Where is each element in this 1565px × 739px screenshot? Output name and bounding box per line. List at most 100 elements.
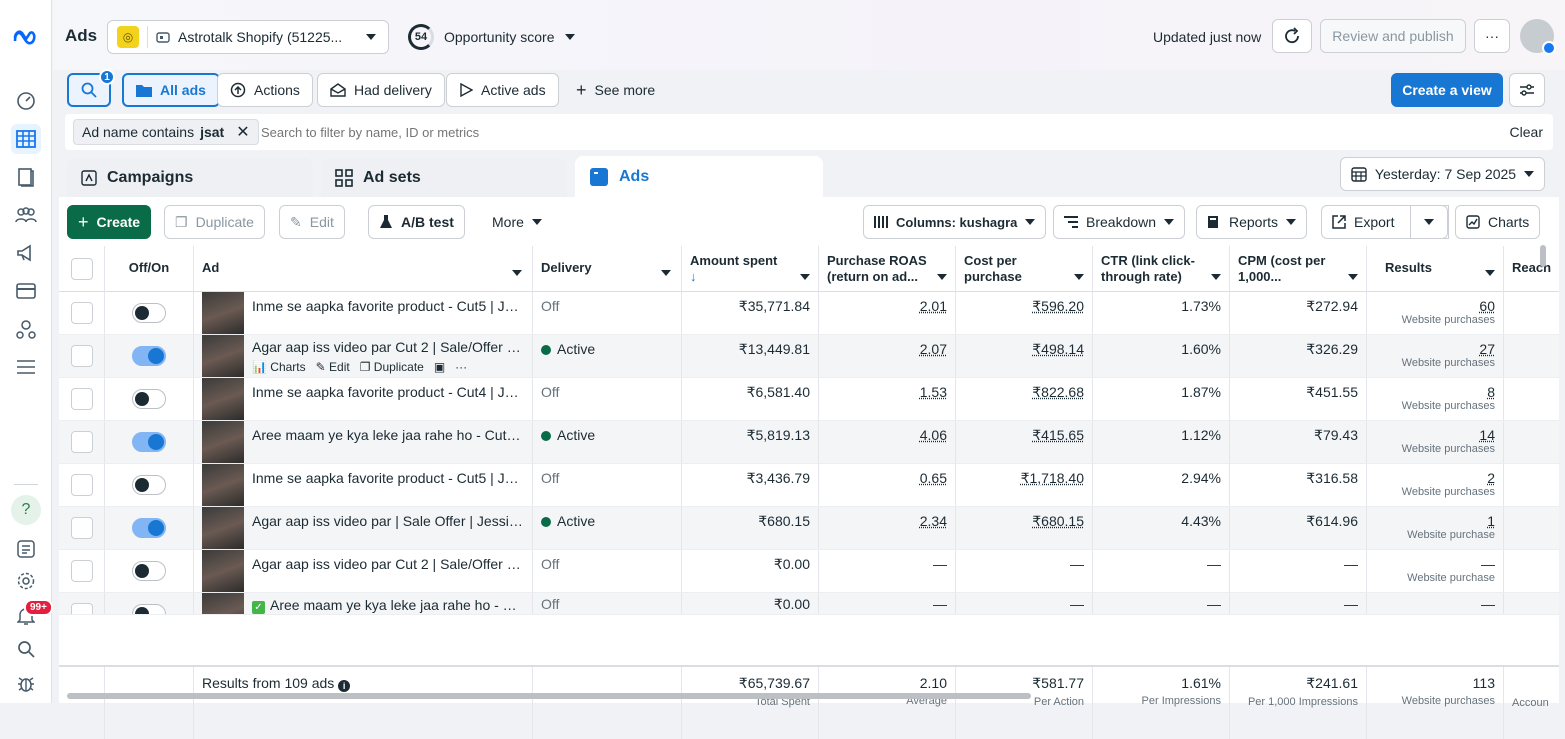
tab-ad-sets[interactable]: Ad sets — [321, 158, 567, 198]
ad-name[interactable]: Inme se aapka favorite product - Cut4 | … — [252, 384, 524, 400]
row-checkbox[interactable] — [70, 302, 93, 324]
ad-name-cell[interactable]: Inme se aapka favorite product - Cut5 | … — [194, 464, 533, 506]
header-results[interactable]: Results — [1367, 246, 1504, 292]
had-delivery-chip[interactable]: Had delivery — [317, 73, 445, 107]
settings-gear-icon[interactable] — [11, 566, 41, 596]
tab-campaigns[interactable]: Campaigns — [67, 158, 313, 198]
create-a-view-button[interactable]: Create a view — [1391, 73, 1503, 107]
duplicate-button[interactable]: ❐ Duplicate — [164, 205, 265, 239]
ad-name[interactable]: Inme se aapka favorite product - Cut5 | … — [252, 470, 524, 486]
row-charts-link[interactable]: 📊 Charts — [252, 360, 306, 374]
ad-name[interactable]: Inme se aapka favorite product - Cut5 | … — [252, 298, 524, 314]
roas-value[interactable]: — — [933, 596, 947, 612]
cpp-value[interactable]: ₹498.14 — [1032, 341, 1084, 357]
report-bug-icon[interactable] — [11, 668, 41, 698]
ad-name-cell[interactable]: Agar aap iss video par Cut 2 | Sale/Offe… — [194, 335, 533, 377]
results-value[interactable]: 14 — [1479, 427, 1495, 443]
row-checkbox[interactable] — [70, 474, 93, 496]
actions-chip[interactable]: Actions — [217, 73, 313, 107]
row-checkbox[interactable] — [70, 345, 93, 367]
active-ads-chip[interactable]: Active ads — [446, 73, 559, 107]
results-value[interactable]: 27 — [1479, 341, 1495, 357]
cpp-value[interactable]: ₹1,718.40 — [1020, 470, 1084, 486]
campaign-megaphone-icon[interactable] — [11, 238, 41, 268]
ad-name[interactable]: Agar aap iss video par Cut 2 | Sale/Offe… — [252, 339, 524, 355]
ad-name[interactable]: Agar aap iss video par Cut 2 | Sale/Offe… — [252, 556, 524, 572]
more-menu-button[interactable]: More — [481, 205, 553, 239]
ad-on-off-toggle[interactable] — [132, 518, 166, 538]
export-options-dropdown[interactable] — [1410, 205, 1448, 239]
cpp-value[interactable]: ₹680.15 — [1032, 513, 1084, 529]
billing-card-icon[interactable] — [11, 276, 41, 306]
opportunity-score[interactable]: 54 Opportunity score — [408, 24, 575, 50]
pages-icon[interactable] — [11, 162, 41, 192]
view-settings-button[interactable] — [1509, 73, 1545, 107]
dashboard-gauge-icon[interactable] — [11, 86, 41, 116]
ad-on-off-toggle[interactable] — [132, 475, 166, 495]
header-delivery[interactable]: Delivery — [533, 246, 682, 292]
info-icon[interactable]: i — [338, 680, 351, 692]
results-value[interactable]: 1 — [1487, 513, 1495, 529]
cpp-value[interactable]: ₹415.65 — [1032, 427, 1084, 443]
ad-on-off-toggle[interactable] — [132, 346, 166, 366]
row-checkbox[interactable] — [70, 560, 93, 582]
ad-name-cell[interactable]: Aree maam ye kya leke jaa rahe ho - Cut … — [194, 421, 533, 463]
roas-value[interactable]: 2.34 — [919, 513, 947, 529]
table-row[interactable]: Agar aap iss video par Cut 2 | Sale/Offe… — [59, 335, 1559, 378]
ad-on-off-toggle[interactable] — [132, 432, 166, 452]
row-more-actions[interactable]: ··· — [455, 360, 468, 374]
ad-name-with-check[interactable]: ✓ Aree maam ye kya leke jaa rahe ho - Cut… — [252, 597, 524, 614]
ad-account-selector[interactable]: ◎ Astrotalk Shopify (51225... — [107, 20, 389, 54]
columns-button[interactable]: Columns: kushagra — [863, 205, 1047, 239]
ad-name-cell[interactable]: Agar aap iss video par Cut 2 | Sale/Offe… — [194, 550, 533, 592]
ad-name-cell[interactable]: Agar aap iss video par | Sale Offer | Je… — [194, 507, 533, 549]
create-button[interactable]: + Create — [67, 205, 152, 239]
horizontal-scrollbar-thumb[interactable] — [67, 693, 1031, 699]
table-row[interactable]: Inme se aapka favorite product - Cut5 | … — [59, 292, 1559, 335]
business-settings-icon[interactable] — [11, 314, 41, 344]
search-input[interactable] — [261, 118, 1421, 146]
cpp-value[interactable]: ₹596.20 — [1032, 298, 1084, 314]
breakdown-button[interactable]: Breakdown — [1053, 205, 1186, 239]
results-value[interactable]: 60 — [1479, 298, 1495, 314]
header-ad[interactable]: Ad — [194, 246, 533, 292]
date-range-picker[interactable]: Yesterday: 7 Sep 2025 — [1340, 157, 1545, 191]
table-row[interactable]: ✓ Aree maam ye kya leke jaa rahe ho - Cut… — [59, 593, 1559, 615]
charts-button[interactable]: Charts — [1455, 205, 1541, 239]
news-feed-icon[interactable] — [11, 534, 41, 564]
row-checkbox[interactable] — [70, 388, 93, 410]
help-icon[interactable]: ? — [11, 495, 41, 525]
ad-name-cell[interactable]: Inme se aapka favorite product - Cut4 | … — [194, 378, 533, 420]
roas-value[interactable]: 0.65 — [919, 470, 947, 486]
results-value[interactable]: — — [1481, 556, 1495, 572]
results-value[interactable]: 8 — [1487, 384, 1495, 400]
clear-filters-link[interactable]: Clear — [1509, 124, 1543, 140]
all-ads-chip[interactable]: All ads — [122, 73, 220, 107]
roas-value[interactable]: 4.06 — [919, 427, 947, 443]
results-value[interactable]: — — [1481, 596, 1495, 612]
edit-button[interactable]: ✎ Edit — [279, 205, 345, 239]
ab-test-button[interactable]: A/B test — [368, 205, 465, 239]
header-off-on[interactable]: Off/On — [105, 246, 194, 292]
see-more-button[interactable]: + See more — [563, 73, 668, 107]
roas-value[interactable]: 2.01 — [919, 298, 947, 314]
row-duplicate-link[interactable]: ❐ Duplicate — [359, 360, 424, 374]
cpp-value[interactable]: — — [1070, 556, 1084, 572]
refresh-button[interactable] — [1272, 19, 1312, 53]
ads-manager-table-icon[interactable] — [11, 124, 41, 154]
review-and-publish-button[interactable]: Review and publish — [1320, 19, 1466, 53]
ad-name-cell[interactable]: Inme se aapka favorite product - Cut5 | … — [194, 292, 533, 334]
search-icon[interactable] — [11, 634, 41, 664]
search-toggle-button[interactable]: 1 — [67, 69, 115, 107]
cpp-value[interactable]: ₹822.68 — [1032, 384, 1084, 400]
audiences-icon[interactable] — [11, 200, 41, 230]
ad-on-off-toggle[interactable] — [132, 604, 166, 614]
roas-value[interactable]: — — [933, 556, 947, 572]
roas-value[interactable]: 2.07 — [919, 341, 947, 357]
table-row[interactable]: Agar aap iss video par Cut 2 | Sale/Offe… — [59, 550, 1559, 593]
ad-name-cell[interactable]: ✓ Aree maam ye kya leke jaa rahe ho - Cut… — [194, 593, 533, 614]
remove-filter-close-icon[interactable]: ✕ — [236, 124, 250, 141]
roas-value[interactable]: 1.53 — [919, 384, 947, 400]
select-all-checkbox[interactable] — [70, 258, 93, 280]
table-row[interactable]: Agar aap iss video par | Sale Offer | Je… — [59, 507, 1559, 550]
